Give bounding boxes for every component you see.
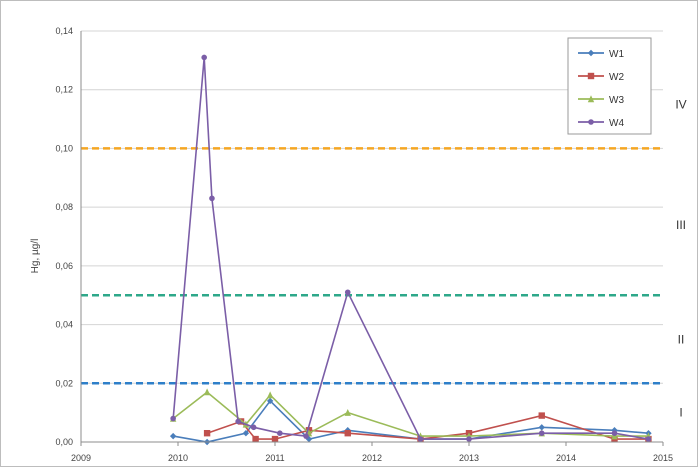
x-tick-label: 2010 xyxy=(168,453,188,463)
legend-entry: W2 xyxy=(578,72,624,83)
x-tick-label: 2014 xyxy=(556,453,576,463)
zone-label: IV xyxy=(675,97,686,111)
data-point xyxy=(645,436,652,442)
series-line xyxy=(173,399,649,443)
y-tick-label: 0,04 xyxy=(55,320,73,330)
zone-label: II xyxy=(678,332,685,346)
data-point xyxy=(169,432,177,440)
data-point xyxy=(466,436,472,442)
data-point xyxy=(344,408,351,416)
zone-label: I xyxy=(679,406,682,420)
data-point xyxy=(588,119,594,125)
legend-entry: W3 xyxy=(578,95,624,106)
data-point xyxy=(344,429,351,437)
data-point xyxy=(611,430,618,436)
y-tick-label: 0,06 xyxy=(55,261,73,271)
y-tick-label: 0,02 xyxy=(55,378,73,388)
legend-label: W3 xyxy=(609,95,624,106)
series-w4 xyxy=(170,54,652,442)
data-point xyxy=(266,397,274,405)
data-point xyxy=(587,95,595,103)
data-point xyxy=(538,412,545,419)
x-tick-label: 2012 xyxy=(362,453,382,463)
x-tick-label: 2011 xyxy=(265,453,284,463)
y-tick-label: 0,00 xyxy=(55,437,73,447)
legend: W1 W2 W3 W4 xyxy=(567,37,652,135)
data-point xyxy=(242,429,250,437)
x-tick-label: 2015 xyxy=(653,453,673,463)
x-tick-label: 2009 xyxy=(71,453,91,463)
legend-entry: W1 xyxy=(578,49,624,60)
y-tick-label: 0,10 xyxy=(55,143,73,153)
data-point xyxy=(170,415,176,422)
data-point xyxy=(209,195,215,202)
data-point xyxy=(277,430,283,436)
axis-layer: 0,00 0,02 0,04 0,06 0,08 0,10 0,12 0,14 2009 2010… xyxy=(55,26,673,463)
data-point xyxy=(250,424,257,431)
data-point xyxy=(235,418,241,425)
legend-label: W4 xyxy=(609,118,624,129)
data-point xyxy=(203,388,211,396)
data-point xyxy=(203,429,211,437)
data-point xyxy=(252,435,259,443)
data-point xyxy=(237,418,245,425)
data-point xyxy=(271,435,279,443)
legend-items: W1 W2 W3 W4 xyxy=(578,49,624,129)
zone-label: III xyxy=(676,218,686,232)
legend-label: W2 xyxy=(609,72,624,83)
data-point xyxy=(538,430,545,436)
series-layer xyxy=(169,54,652,446)
y-axis-label: Hg, µg/l xyxy=(30,239,41,274)
data-point xyxy=(303,433,309,439)
series-w2 xyxy=(203,412,652,443)
data-point xyxy=(538,424,545,431)
threshold-layer xyxy=(81,147,663,385)
legend-box xyxy=(567,37,652,135)
y-tick-label: 0,14 xyxy=(55,26,73,36)
data-point xyxy=(266,391,274,399)
data-point xyxy=(201,54,207,61)
legend-label: W1 xyxy=(609,49,624,60)
x-tick-label: 2013 xyxy=(459,453,479,463)
y-tick-label: 0,08 xyxy=(55,202,73,212)
legend-entry: W4 xyxy=(578,118,624,129)
series-w3 xyxy=(169,388,652,440)
data-point xyxy=(344,289,351,296)
data-point xyxy=(417,436,424,442)
data-point xyxy=(587,49,595,57)
data-point xyxy=(587,72,595,80)
y-tick-label: 0,12 xyxy=(55,85,73,95)
